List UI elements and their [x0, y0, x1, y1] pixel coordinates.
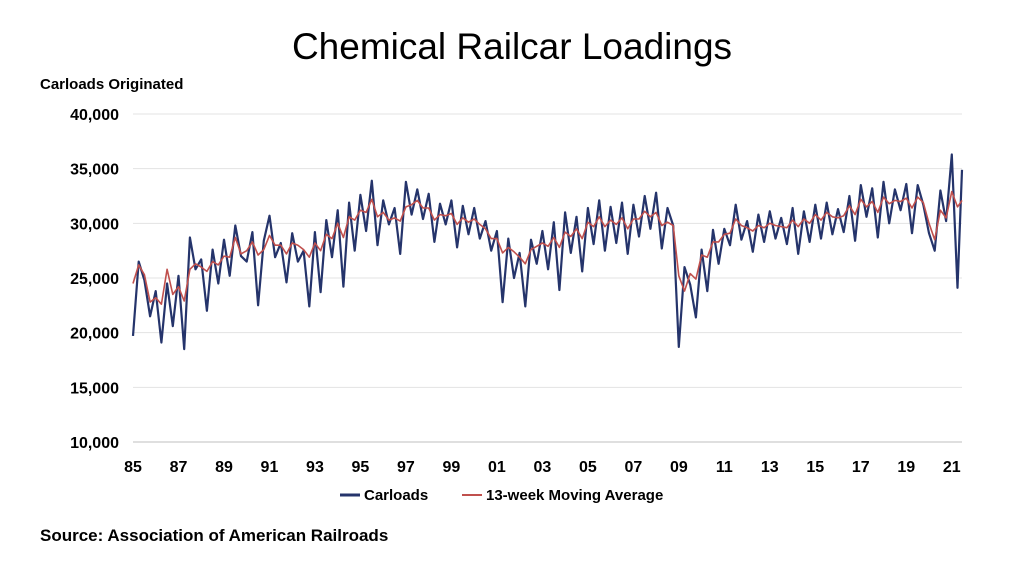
legend-item-carloads: Carloads — [340, 487, 428, 504]
x-tick-label: 17 — [852, 459, 870, 476]
source-note: Source: Association of American Railroad… — [40, 526, 389, 545]
x-tick-label: 07 — [624, 459, 642, 476]
y-tick-label: 40,000 — [70, 107, 119, 124]
x-tick-label: 03 — [533, 459, 551, 476]
y-tick-label: 10,000 — [70, 435, 119, 452]
x-tick-label: 93 — [306, 459, 324, 476]
x-tick-label: 05 — [579, 459, 597, 476]
x-tick-label: 97 — [397, 459, 415, 476]
series-lines — [131, 153, 964, 351]
series-line-moving-average — [132, 190, 963, 306]
gridlines — [133, 113, 962, 443]
legend-label: Carloads — [364, 487, 428, 504]
legend-label: 13-week Moving Average — [486, 487, 663, 504]
y-tick-label: 20,000 — [70, 326, 119, 343]
y-axis-label: Carloads Originated — [40, 76, 184, 93]
y-tick-label: 25,000 — [70, 271, 119, 288]
x-tick-labels: 85 87 89 91 93 95 97 99 01 03 05 07 09 11 13 15 17 19 21 — [124, 459, 961, 476]
chart-title: Chemical Railcar Loadings — [291, 26, 733, 67]
legend: Carloads 13-week Moving Average — [340, 487, 663, 504]
legend-item-moving-average: 13-week Moving Average — [462, 487, 663, 504]
x-tick-label: 21 — [943, 459, 961, 476]
x-tick-label: 09 — [670, 459, 688, 476]
x-tick-label: 13 — [761, 459, 779, 476]
x-tick-label: 99 — [443, 459, 461, 476]
x-tick-label: 91 — [261, 459, 279, 476]
y-tick-label: 15,000 — [70, 380, 119, 397]
x-tick-label: 01 — [488, 459, 506, 476]
x-tick-label: 19 — [897, 459, 915, 476]
x-tick-label: 95 — [352, 459, 370, 476]
y-tick-labels: 10,000 15,000 20,000 25,000 30,000 35,000 40,0… — [70, 107, 119, 452]
x-tick-label: 87 — [170, 459, 188, 476]
y-tick-label: 35,000 — [70, 162, 119, 179]
x-tick-label: 11 — [716, 459, 733, 476]
y-tick-label: 30,000 — [70, 216, 119, 233]
x-tick-label: 85 — [124, 459, 142, 476]
x-tick-label: 89 — [215, 459, 233, 476]
x-tick-label: 15 — [806, 459, 824, 476]
